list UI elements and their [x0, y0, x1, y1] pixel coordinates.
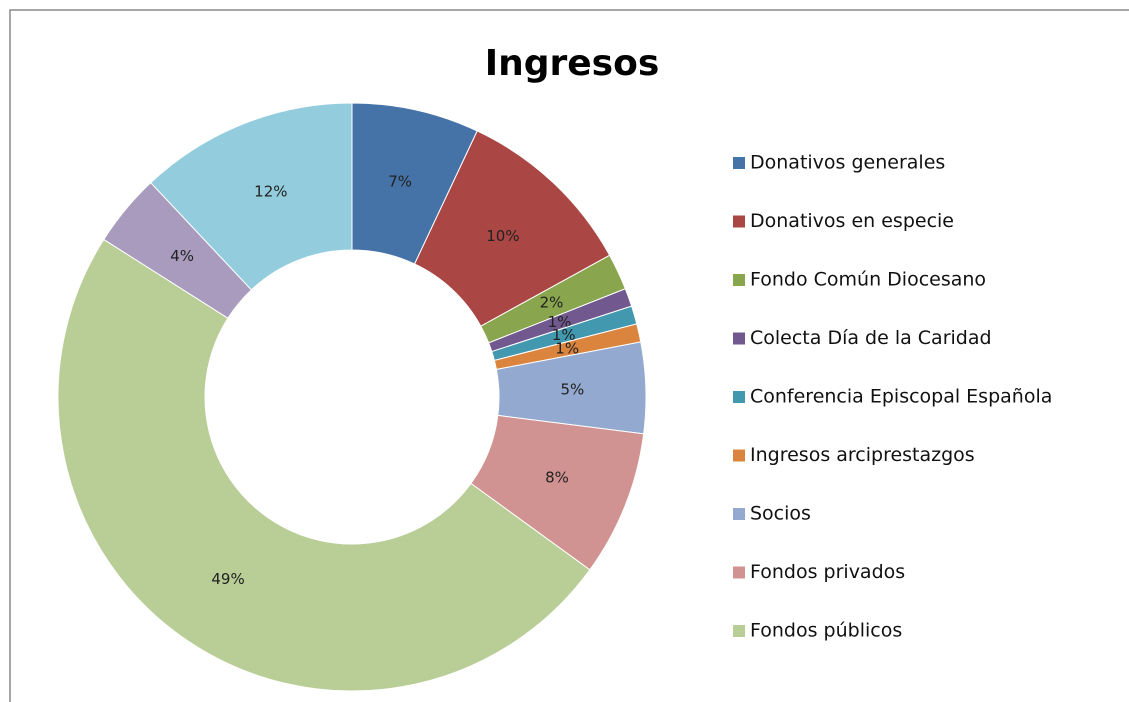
chart-frame	[9, 9, 1129, 702]
legend-label: Conferencia Episcopal Española	[750, 386, 1052, 408]
legend-swatch	[733, 566, 745, 579]
legend-label: Donativos generales	[750, 152, 945, 174]
legend-swatch	[733, 625, 745, 637]
data-label: 1%	[552, 326, 576, 344]
data-label: 5%	[560, 381, 584, 399]
data-label: 12%	[254, 182, 287, 200]
chart-title: Ingresos	[485, 43, 660, 84]
legend-swatch	[733, 508, 745, 520]
legend-swatch	[733, 274, 745, 286]
legend-swatch	[733, 449, 745, 462]
data-label: 8%	[545, 469, 569, 487]
data-label: 2%	[540, 294, 564, 312]
data-label: 7%	[388, 172, 412, 190]
legend-label: Fondo Común Diocesano	[750, 269, 986, 291]
slice	[150, 102, 353, 291]
data-label: 1%	[555, 339, 579, 357]
legend-label: Fondos públicos	[750, 620, 902, 642]
slice	[57, 238, 591, 692]
legend-label: Socios	[750, 503, 811, 525]
legend-swatch	[733, 391, 745, 403]
data-label: 10%	[486, 227, 519, 245]
data-label: 49%	[211, 570, 244, 588]
legend-swatch	[733, 332, 745, 345]
legend-label: Donativos en especie	[750, 210, 954, 232]
data-label: 1%	[548, 313, 572, 331]
data-label: 4%	[170, 247, 194, 265]
legend-label: Colecta Día de la Caridad	[750, 327, 992, 349]
legend-swatch	[733, 157, 745, 169]
legend-swatch	[733, 215, 745, 228]
legend-label: Ingresos arciprestazgos	[750, 444, 975, 466]
legend-label: Fondos privados	[750, 561, 905, 583]
